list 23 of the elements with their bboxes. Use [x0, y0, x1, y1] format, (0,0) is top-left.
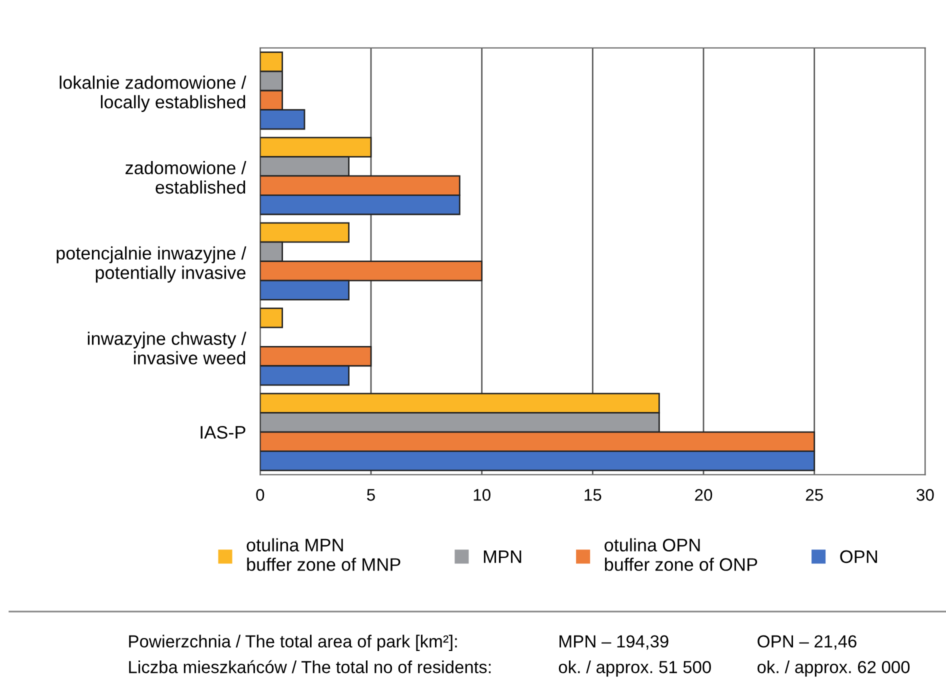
legend-label: otulina MPN buffer zone of MNP [246, 538, 400, 571]
x-tick-label: 15 [584, 489, 602, 501]
y-tick-label: zadomowione / established [126, 161, 246, 194]
text: ok. / approx. 51 500 [558, 660, 711, 677]
text: MPN – 194,39 [560, 635, 668, 650]
legend-label: MPN [484, 550, 522, 563]
x-tick-label: 10 [474, 489, 490, 501]
x-tick-label: 20 [695, 489, 712, 501]
x-tick-label: 30 [916, 489, 934, 501]
x-tick-label: 25 [806, 489, 823, 501]
x-tick-label: 5 [367, 489, 375, 501]
y-tick-label: lokalnie zadomowione / locally established [60, 76, 246, 112]
bar [260, 308, 284, 328]
text: Powierzchnia / The total area of park [km²]: [129, 634, 457, 651]
legend-label: OPN [840, 550, 877, 564]
y-tick-label: inwazyjne chwasty / invasive weed [88, 332, 246, 364]
y-tick-label: potencjalnie inwazyjne / potentially invasive [56, 246, 246, 283]
text: OPN – 21,46 [758, 635, 856, 650]
text: Liczba mieszkańców / The total no of residents: [129, 660, 491, 674]
text: ok. / approx. 62 000 [758, 660, 910, 677]
x-tick-label: 0 [256, 489, 264, 501]
y-tick-label: IAS-P [200, 426, 246, 439]
legend-label: otulina OPN buffer zone of ONP [604, 538, 758, 571]
